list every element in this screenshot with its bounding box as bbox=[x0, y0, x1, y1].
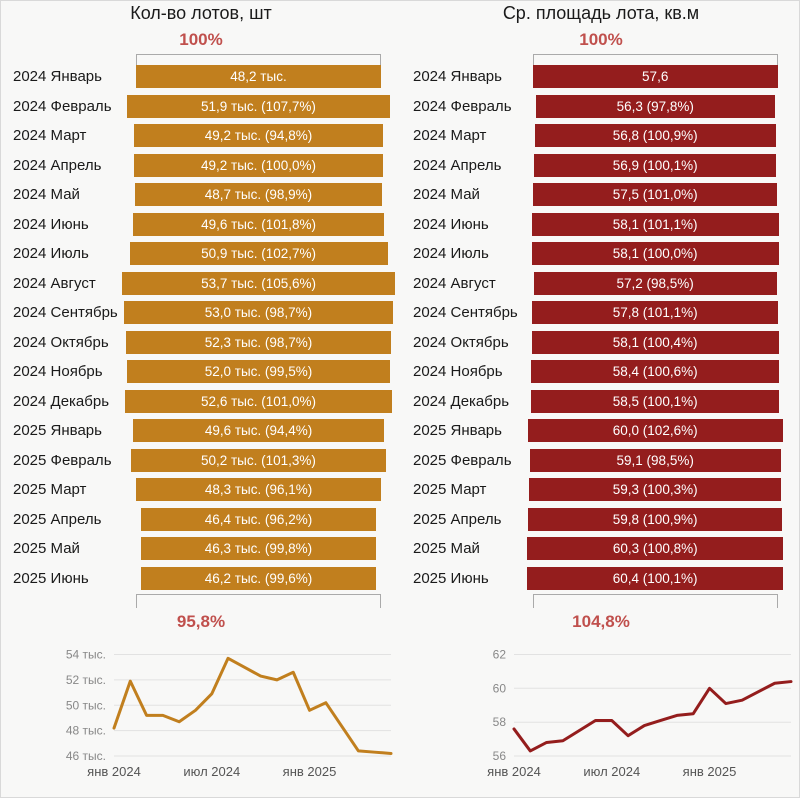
svg-text:янв 2024: янв 2024 bbox=[87, 764, 141, 779]
svg-text:52 тыс.: 52 тыс. bbox=[66, 673, 106, 687]
svg-text:янв 2025: янв 2025 bbox=[683, 764, 737, 779]
svg-text:июл 2024: июл 2024 bbox=[183, 764, 240, 779]
svg-text:54 тыс.: 54 тыс. bbox=[66, 648, 106, 662]
svg-text:июл 2024: июл 2024 bbox=[583, 764, 640, 779]
svg-text:58: 58 bbox=[493, 715, 507, 729]
svg-text:48 тыс.: 48 тыс. bbox=[66, 724, 106, 738]
svg-text:янв 2025: янв 2025 bbox=[283, 764, 337, 779]
svg-text:56: 56 bbox=[493, 749, 507, 763]
svg-text:60: 60 bbox=[493, 681, 507, 695]
svg-text:50 тыс.: 50 тыс. bbox=[66, 698, 106, 712]
svg-text:46 тыс.: 46 тыс. bbox=[66, 749, 106, 763]
svg-text:янв 2024: янв 2024 bbox=[487, 764, 541, 779]
svg-text:62: 62 bbox=[493, 648, 507, 662]
